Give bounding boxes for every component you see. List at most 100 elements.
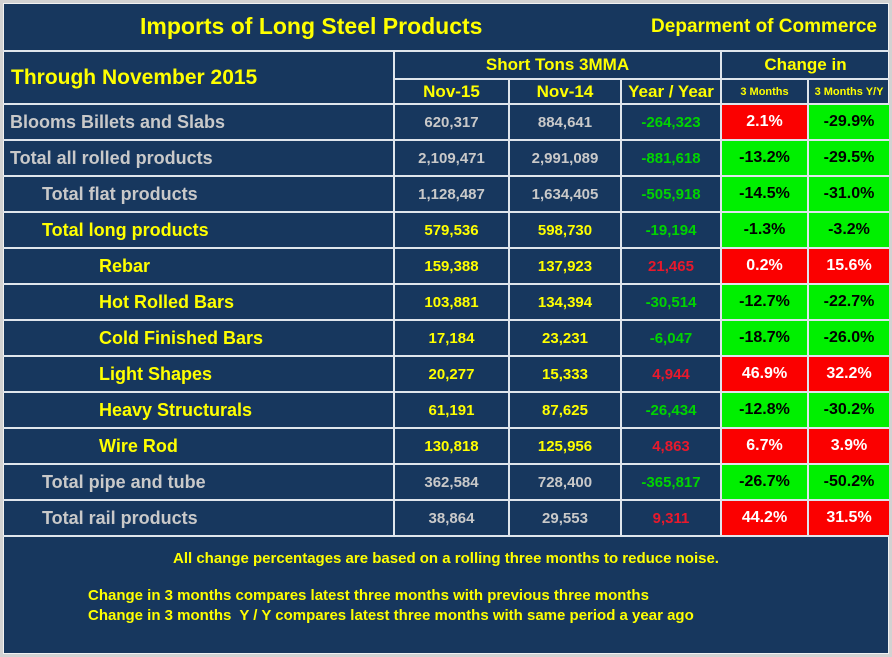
change-3-months-yy: -22.7%	[807, 285, 889, 319]
group-header-change-in: Change in	[720, 52, 889, 80]
nov14-value: 23,231	[508, 321, 620, 355]
nov15-value: 620,317	[393, 105, 508, 139]
nov15-value: 1,128,487	[393, 177, 508, 211]
footnote-noise: All change percentages are based on a ro…	[173, 550, 719, 567]
nov15-value: 61,191	[393, 393, 508, 427]
nov14-value: 728,400	[508, 465, 620, 499]
group-header-short-tons: Short Tons 3MMA	[393, 52, 720, 80]
nov15-value: 17,184	[393, 321, 508, 355]
table-row: Rebar 159,388 137,923 21,465 0.2% 15.6%	[3, 249, 889, 285]
change-3-months: 44.2%	[720, 501, 807, 535]
year-year-value: -505,918	[620, 177, 720, 211]
nov15-value: 362,584	[393, 465, 508, 499]
row-label: Heavy Structurals	[99, 399, 253, 420]
change-3-months-yy: 32.2%	[807, 357, 889, 391]
year-year-value: 9,311	[620, 501, 720, 535]
row-label: Hot Rolled Bars	[99, 291, 235, 312]
row-label: Rebar	[99, 255, 151, 276]
change-3-months-yy: -29.5%	[807, 141, 889, 175]
row-label: Total pipe and tube	[42, 471, 206, 492]
department-label: Deparment of Commerce	[651, 15, 877, 37]
year-year-value: -6,047	[620, 321, 720, 355]
table-row: Cold Finished Bars 17,184 23,231 -6,047 …	[3, 321, 889, 357]
nov14-value: 137,923	[508, 249, 620, 283]
change-3-months-yy: -26.0%	[807, 321, 889, 355]
row-label: Total rail products	[42, 507, 198, 528]
change-3-months: -1.3%	[720, 213, 807, 247]
table-row: Total rail products 38,864 29,553 9,311 …	[3, 501, 889, 537]
nov15-value: 103,881	[393, 285, 508, 319]
change-3-months-yy: -30.2%	[807, 393, 889, 427]
change-3-months-yy: -3.2%	[807, 213, 889, 247]
table-header: Through November 2015 Short Tons 3MMA Ch…	[3, 52, 889, 105]
column-header-3-months: 3 Months	[720, 80, 807, 103]
change-3-months-yy: 15.6%	[807, 249, 889, 283]
year-year-value: -264,323	[620, 105, 720, 139]
change-3-months: -13.2%	[720, 141, 807, 175]
change-3-months: 6.7%	[720, 429, 807, 463]
nov15-value: 579,536	[393, 213, 508, 247]
change-3-months: -12.8%	[720, 393, 807, 427]
year-year-value: -26,434	[620, 393, 720, 427]
change-3-months: -12.7%	[720, 285, 807, 319]
nov14-value: 2,991,089	[508, 141, 620, 175]
nov14-value: 29,553	[508, 501, 620, 535]
change-3-months-yy: 3.9%	[807, 429, 889, 463]
table-row: Total all rolled products 2,109,471 2,99…	[3, 141, 889, 177]
row-label: Total long products	[42, 219, 209, 240]
change-3-months-yy: -29.9%	[807, 105, 889, 139]
table-row: Total long products 579,536 598,730 -19,…	[3, 213, 889, 249]
footnotes: All change percentages are based on a ro…	[3, 537, 889, 654]
nov15-value: 130,818	[393, 429, 508, 463]
year-year-value: 4,944	[620, 357, 720, 391]
table-row: Total pipe and tube 362,584 728,400 -365…	[3, 465, 889, 501]
change-3-months: -18.7%	[720, 321, 807, 355]
change-3-months: 2.1%	[720, 105, 807, 139]
table-row: Wire Rod 130,818 125,956 4,863 6.7% 3.9%	[3, 429, 889, 465]
row-label: Light Shapes	[99, 363, 213, 384]
change-3-months: 0.2%	[720, 249, 807, 283]
year-year-value: -19,194	[620, 213, 720, 247]
column-header-year-year: Year / Year	[620, 80, 720, 103]
table-row: Hot Rolled Bars 103,881 134,394 -30,514 …	[3, 285, 889, 321]
nov14-value: 598,730	[508, 213, 620, 247]
nov14-value: 884,641	[508, 105, 620, 139]
row-label: Total flat products	[42, 183, 198, 204]
nov14-value: 125,956	[508, 429, 620, 463]
year-year-value: 21,465	[620, 249, 720, 283]
nov14-value: 1,634,405	[508, 177, 620, 211]
table-row: Light Shapes 20,277 15,333 4,944 46.9% 3…	[3, 357, 889, 393]
nov14-value: 134,394	[508, 285, 620, 319]
row-label: Total all rolled products	[10, 147, 213, 168]
year-year-value: -30,514	[620, 285, 720, 319]
column-header-nov14: Nov-14	[508, 80, 620, 103]
change-3-months: -26.7%	[720, 465, 807, 499]
nov15-value: 20,277	[393, 357, 508, 391]
change-3-months: -14.5%	[720, 177, 807, 211]
table-row: Heavy Structurals 61,191 87,625 -26,434 …	[3, 393, 889, 429]
year-year-value: 4,863	[620, 429, 720, 463]
page-title: Imports of Long Steel Products	[140, 13, 483, 39]
column-header-3-months-yy: 3 Months Y/Y	[807, 80, 889, 103]
year-year-value: -365,817	[620, 465, 720, 499]
nov15-value: 159,388	[393, 249, 508, 283]
row-label: Cold Finished Bars	[99, 327, 264, 348]
nov14-value: 87,625	[508, 393, 620, 427]
table-body: Blooms Billets and Slabs 620,317 884,641…	[3, 105, 889, 537]
change-3-months-yy: -31.0%	[807, 177, 889, 211]
nov14-value: 15,333	[508, 357, 620, 391]
change-3-months: 46.9%	[720, 357, 807, 391]
title-bar: Imports of Long Steel Products Deparment…	[3, 3, 889, 52]
nov15-value: 2,109,471	[393, 141, 508, 175]
table-row: Blooms Billets and Slabs 620,317 884,641…	[3, 105, 889, 141]
period-label: Through November 2015	[11, 65, 258, 89]
table-row: Total flat products 1,128,487 1,634,405 …	[3, 177, 889, 213]
year-year-value: -881,618	[620, 141, 720, 175]
footnote-3-months: Change in 3 months compares latest three…	[88, 587, 649, 604]
row-label: Blooms Billets and Slabs	[10, 111, 226, 132]
nov15-value: 38,864	[393, 501, 508, 535]
change-3-months-yy: 31.5%	[807, 501, 889, 535]
row-label: Wire Rod	[99, 435, 178, 456]
change-3-months-yy: -50.2%	[807, 465, 889, 499]
